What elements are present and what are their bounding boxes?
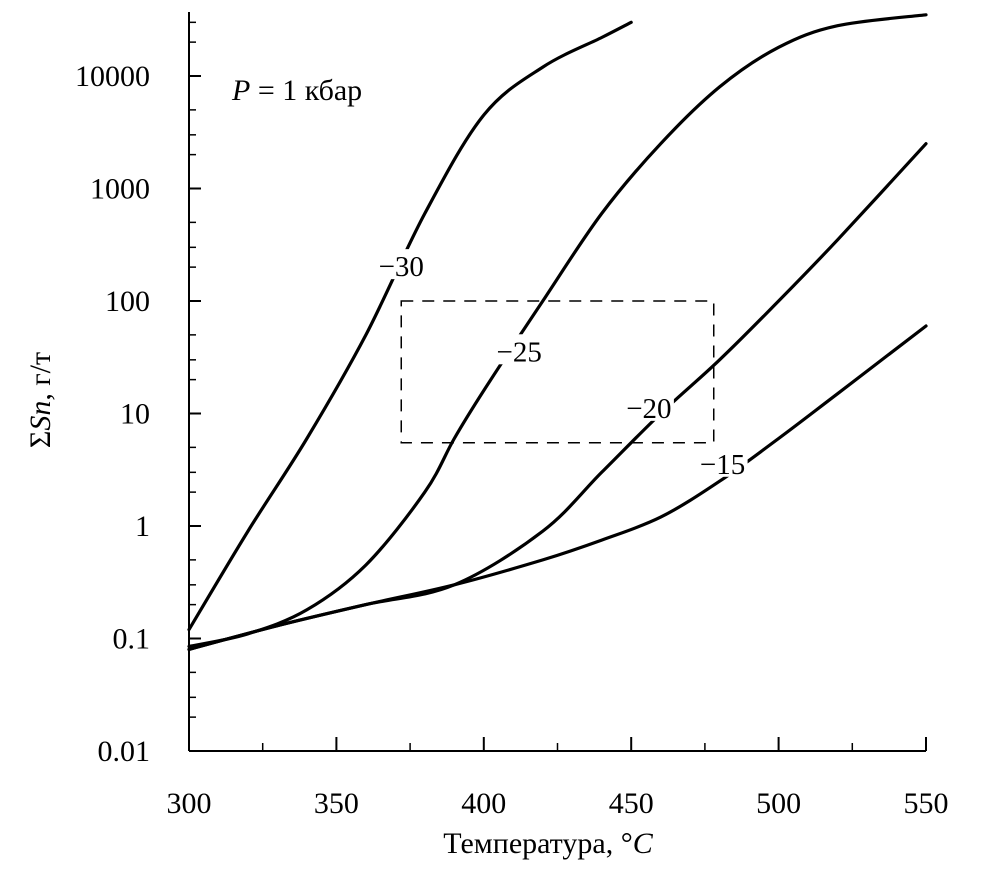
pressure-value: = 1 кбар xyxy=(250,74,362,107)
y-tick-label: 100 xyxy=(105,285,150,318)
series-layer xyxy=(187,13,928,651)
y-axis-sigma: Σ xyxy=(24,431,57,448)
x-tick-label: 300 xyxy=(167,787,212,820)
axes-layer xyxy=(188,12,926,752)
dashed-box-layer xyxy=(400,300,715,444)
x-axis-title-text: Температура, xyxy=(443,827,620,860)
y-tick-label: 0.01 xyxy=(98,735,151,768)
x-axis-title: Температура, °C xyxy=(443,827,653,860)
y-tick-label: 0.1 xyxy=(113,623,151,656)
x-tick-label: 550 xyxy=(904,787,949,820)
y-axis-symbol: Sn xyxy=(24,401,57,431)
minor-ticks xyxy=(189,21,854,751)
major-ticks xyxy=(188,75,927,752)
y-axis-title: ΣSn, г/т xyxy=(24,352,57,448)
series-line xyxy=(187,20,633,632)
curve-label: −15 xyxy=(700,449,745,481)
y-tick-label: 1000 xyxy=(90,173,150,206)
curve-label: −30 xyxy=(379,251,424,283)
x-tick-label: 500 xyxy=(756,787,801,820)
x-tick-label: 400 xyxy=(461,787,506,820)
curve-label-mask xyxy=(376,249,427,280)
pressure-symbol: P xyxy=(231,74,250,107)
curve-label: −25 xyxy=(496,336,541,368)
curve-label-mask xyxy=(697,446,748,477)
x-tick-labels: 300 350 400 450 500 550 xyxy=(167,787,949,820)
x-tick-label: 350 xyxy=(314,787,359,820)
y-tick-label: 10000 xyxy=(75,60,150,93)
series-line xyxy=(187,13,928,648)
pressure-annotation: P = 1 кбар xyxy=(231,74,362,107)
series-line xyxy=(187,142,928,651)
dashed-region-box xyxy=(400,300,715,444)
y-tick-label: 1 xyxy=(135,510,150,543)
curve-label: −20 xyxy=(626,393,671,425)
curve-label-mask xyxy=(494,334,545,365)
curve-labels: −30 −25 −20 −15 xyxy=(376,249,748,481)
y-tick-label: 10 xyxy=(120,398,150,431)
series-line xyxy=(187,324,928,651)
x-axis-degree: ° xyxy=(621,827,633,860)
curve-label-mask xyxy=(623,390,674,421)
x-tick-label: 450 xyxy=(609,787,654,820)
y-axis-unit: , г/т xyxy=(24,352,57,401)
x-axis-unit: C xyxy=(633,827,654,860)
y-tick-labels: 0.01 0.1 1 10 100 1000 10000 xyxy=(75,60,150,768)
